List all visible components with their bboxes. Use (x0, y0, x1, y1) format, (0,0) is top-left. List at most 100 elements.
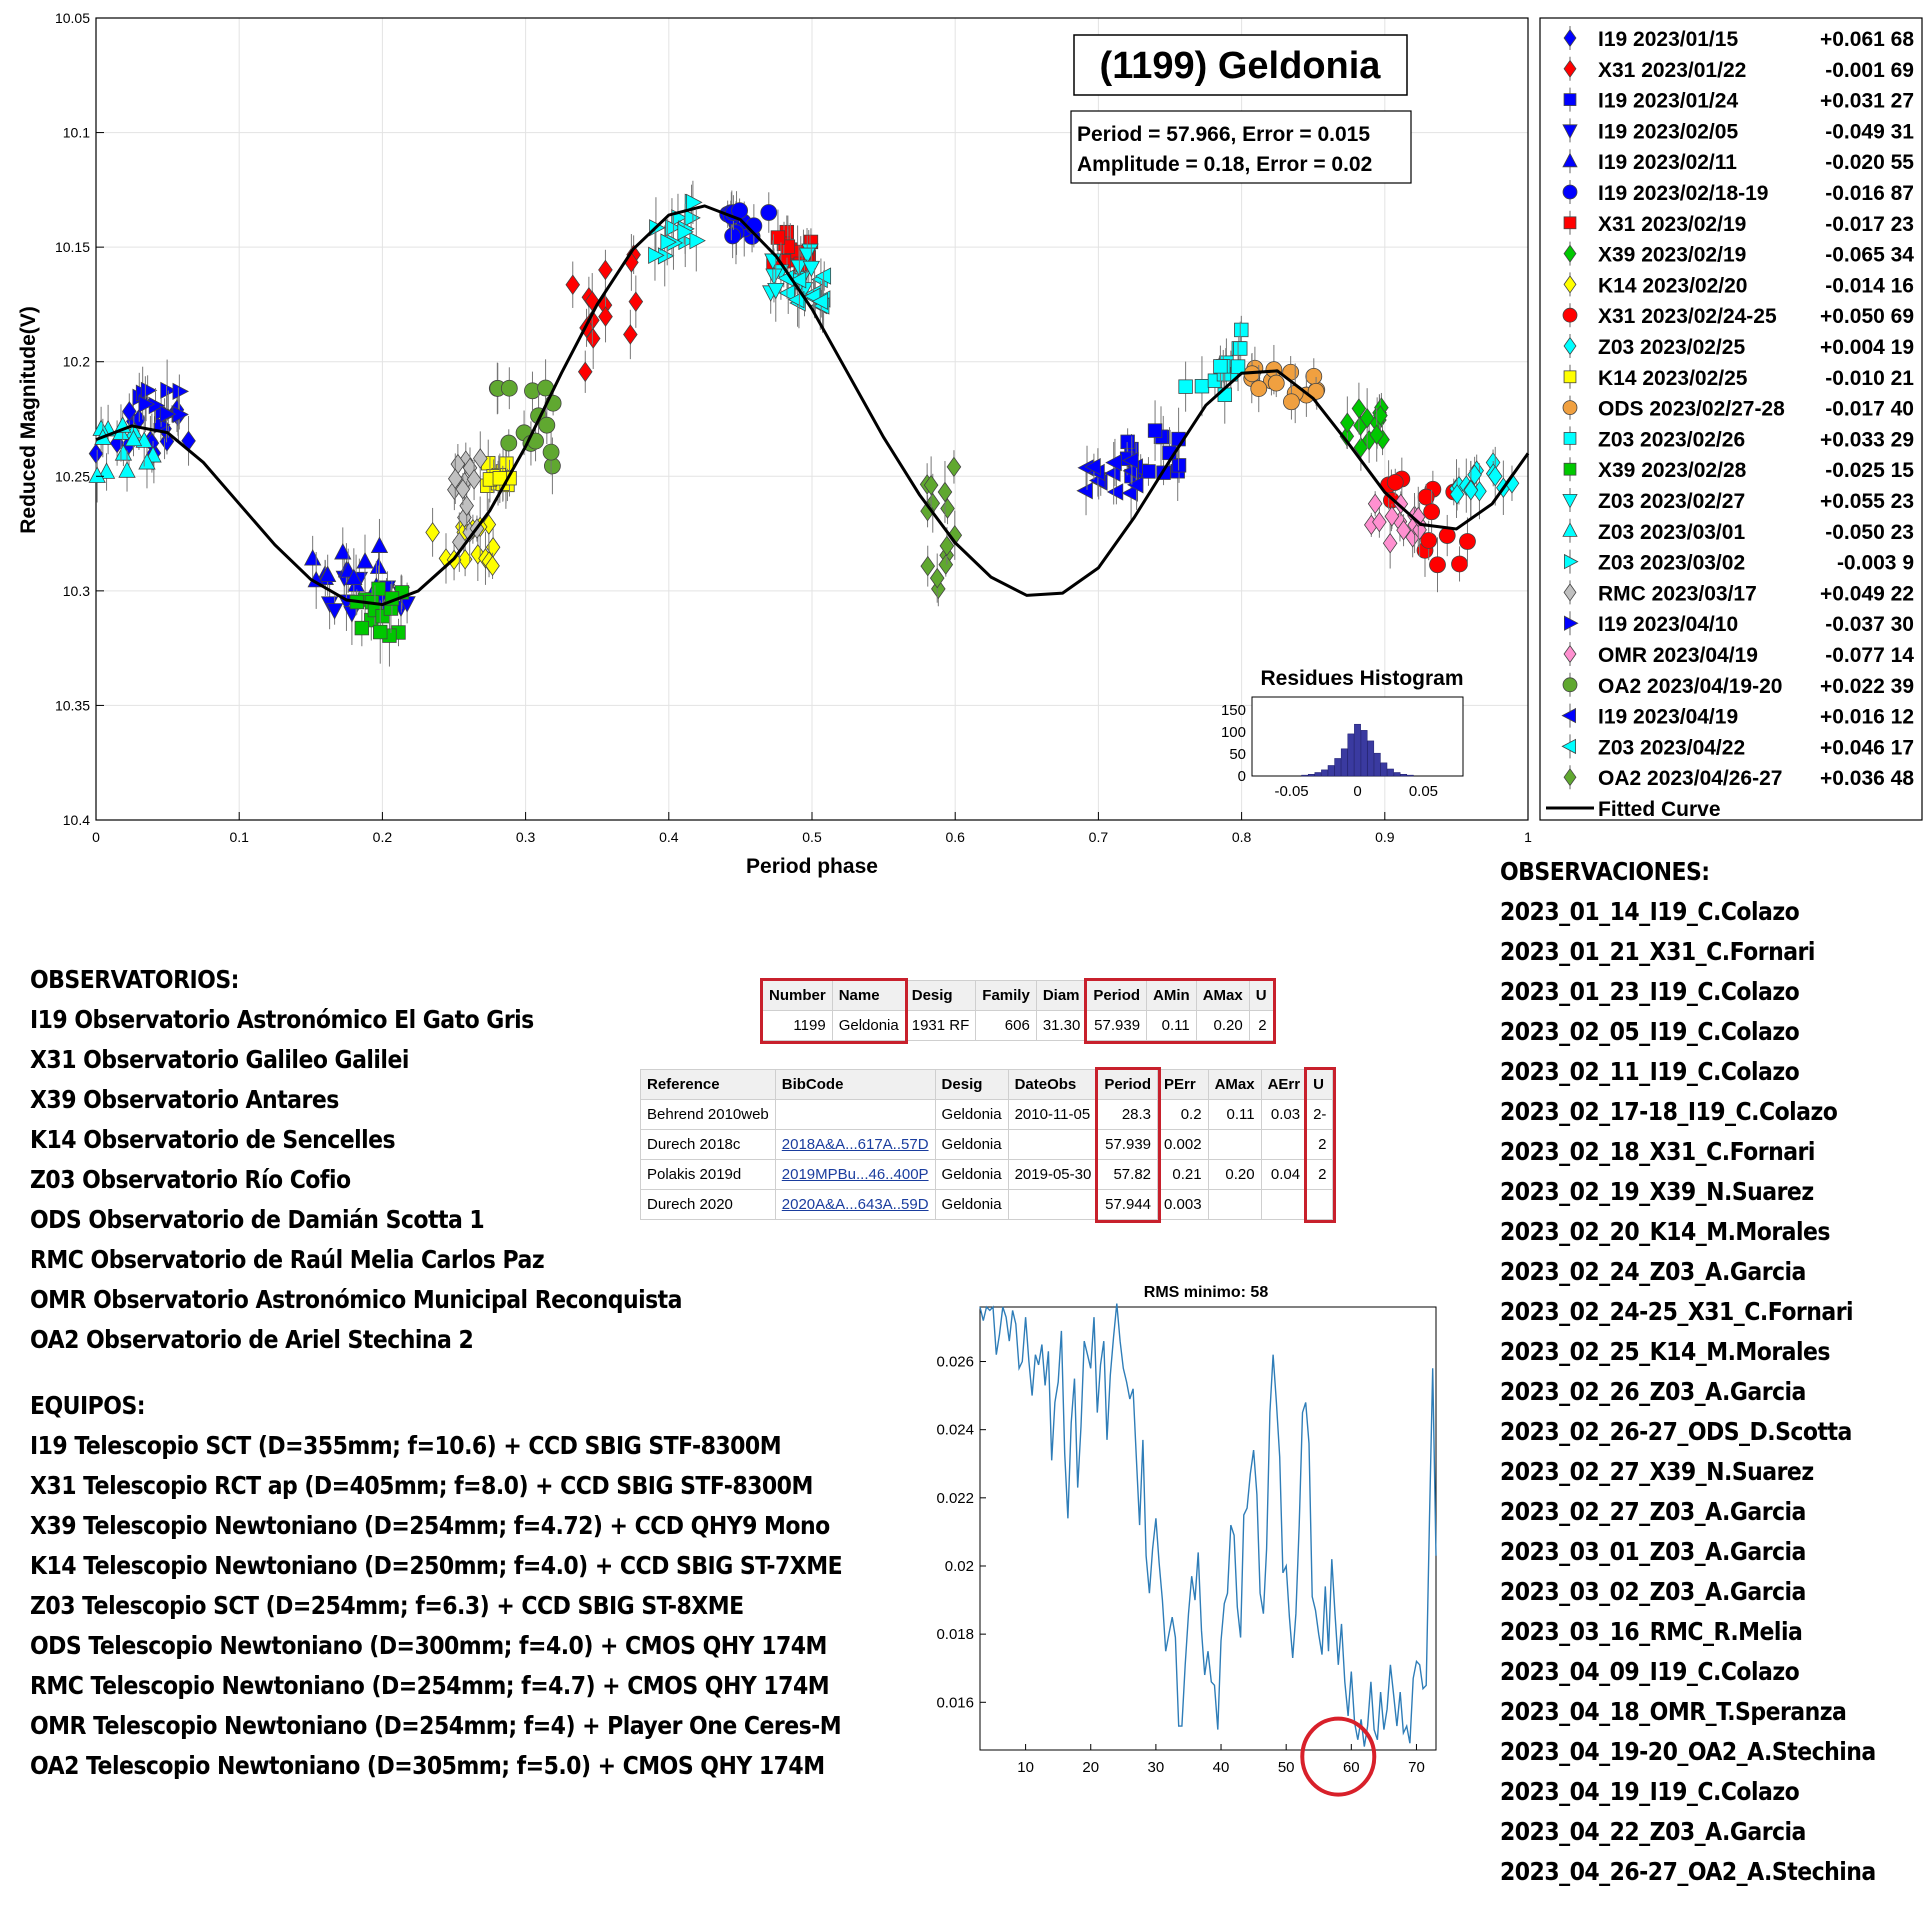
data-point (686, 193, 703, 212)
bibcode-link[interactable]: 2020A&A...643A..59D (781, 1196, 929, 1213)
data-point (628, 291, 644, 312)
references-cell: 0.20 (1207, 1159, 1262, 1190)
fitted-curve-line (95, 204, 1530, 607)
legend-marker (1563, 370, 1577, 384)
references-cell (774, 1099, 936, 1130)
legend-offset: -0.049 31 (1825, 120, 1914, 143)
references-cell[interactable]: 2018A&A...617A..57D (774, 1129, 936, 1160)
legend-label: OMR 2023/04/19 (1598, 644, 1758, 667)
data-point (1213, 359, 1228, 374)
legend-label: X31 2023/02/24-25 (1598, 305, 1777, 328)
legend: I19 2023/01/15 +0.061 68 X31 2023/01/22 -0.… (1546, 26, 1914, 821)
rms-x-tick-label: 60 (1343, 1759, 1360, 1776)
data-point (466, 469, 482, 490)
references-header-cell: Desig (934, 1069, 1009, 1100)
legend-label: I19 2023/04/19 (1598, 706, 1738, 729)
summary-header-cell: Desig (904, 980, 977, 1011)
legend-marker (1563, 644, 1577, 664)
legend-offset: +0.049 22 (1820, 582, 1914, 605)
observatorio-item: I19 Observatorio Astronómico El Gato Gri… (30, 1005, 534, 1034)
data-point (1233, 341, 1248, 356)
summary-header-cell: AMax (1195, 980, 1250, 1011)
data-point (1386, 473, 1404, 491)
rms-chart-frame (979, 1306, 1437, 1751)
data-point (325, 603, 344, 620)
observatorio-item: K14 Observatorio de Sencelles (30, 1125, 396, 1154)
rms-y-tick-label: 0.024 (936, 1422, 974, 1439)
equipos-list: I19 Telescopio SCT (D=355mm; f=10.6) + C… (30, 1426, 843, 1786)
rms-chart-title: RMS minimo: 58 (1144, 1284, 1269, 1301)
observatorio-item: OMR Observatorio Astronómico Municipal R… (30, 1285, 682, 1314)
observacion-item: 2023_02_19_X39_N.Suarez (1500, 1177, 1814, 1206)
bibcode-link[interactable]: 2019MPBu...46..400P (781, 1166, 929, 1183)
legend-label: X31 2023/02/19 (1598, 213, 1746, 236)
data-point (811, 292, 829, 311)
data-point (1382, 532, 1398, 554)
histogram-bar (1347, 733, 1355, 777)
legend-offset: +0.055 23 (1820, 490, 1914, 513)
data-point (1120, 434, 1135, 450)
highlight-box (1083, 977, 1277, 1044)
references-cell: Geldonia (934, 1159, 1009, 1190)
data-point (1267, 374, 1285, 392)
histogram-bar (1314, 772, 1322, 777)
references-cell[interactable]: 2020A&A...643A..59D (774, 1189, 936, 1220)
observacion-item: 2023_01_21_X31_C.Fornari (1500, 937, 1815, 966)
x-tick-label: 0.3 (516, 829, 536, 845)
x-tick-label: 0.2 (373, 829, 393, 845)
rms-x-tick-label: 70 (1408, 1759, 1425, 1776)
legend-offset: -0.050 23 (1825, 521, 1914, 544)
observacion-item: 2023_02_25_K14_M.Morales (1500, 1337, 1831, 1366)
rms-y-tick-label: 0.016 (936, 1694, 974, 1711)
data-point (140, 381, 158, 400)
data-point (1307, 382, 1325, 400)
histogram-bar (1393, 772, 1401, 777)
legend-item: I19 2023/02/05 -0.049 31 (1562, 118, 1914, 143)
data-point (770, 230, 786, 245)
histogram-bar (1360, 730, 1368, 777)
data-point (1451, 555, 1468, 573)
series-x31-2023-01-22 (565, 234, 644, 393)
legend-item: Z03 2023/04/22 +0.046 17 (1561, 734, 1914, 759)
y-tick-label: 10.1 (63, 125, 90, 141)
period-info-line: Period = 57.966, Error = 0.015 (1077, 123, 1370, 146)
observacion-item: 2023_04_19_I19_C.Colazo (1500, 1777, 1800, 1806)
observacion-item: 2023_03_02_Z03_A.Garcia (1500, 1577, 1806, 1606)
references-cell: 0.11 (1207, 1099, 1262, 1130)
references-cell: 57.82 (1097, 1159, 1159, 1190)
summary-header-cell: Period (1086, 980, 1148, 1011)
observacion-item: 2023_02_24_Z03_A.Garcia (1500, 1257, 1806, 1286)
legend-item: OMR 2023/04/19 -0.077 14 (1563, 642, 1914, 667)
y-tick-label: 10.25 (55, 468, 90, 484)
histogram-bars: -0.05 0 0.05 0 50 100 150 (1221, 702, 1438, 800)
data-point (1459, 533, 1476, 550)
series-x39-2023-02-28 (349, 565, 410, 667)
y-tick-label: 10.15 (55, 239, 90, 255)
data-point (939, 535, 955, 557)
legend-item: X39 2023/02/28 -0.025 15 (1563, 457, 1914, 482)
axis-ticks: 0 0.1 0.2 0.3 0.4 0.5 0.6 0.7 0.8 0.9 1 10.05 10.1 10… (55, 10, 1532, 845)
bibcode-link[interactable]: 2018A&A...617A..57D (781, 1136, 929, 1153)
x-tick-label: 0.4 (659, 829, 679, 845)
data-point (371, 581, 386, 597)
data-point (789, 271, 807, 289)
data-point (138, 395, 156, 413)
data-point (937, 481, 953, 503)
references-cell: 0.21 (1157, 1159, 1209, 1190)
references-cell[interactable]: 2019MPBu...46..400P (774, 1159, 936, 1190)
rms-y-tick-label: 0.018 (936, 1626, 974, 1643)
title-box (1073, 34, 1408, 96)
data-point (598, 306, 613, 327)
data-point (538, 416, 556, 434)
legend-offset: -0.017 40 (1825, 398, 1914, 421)
data-point (689, 232, 706, 250)
data-point (1396, 519, 1411, 541)
observacion-item: 2023_01_14_I19_C.Colazo (1500, 897, 1800, 926)
data-point (124, 429, 143, 447)
references-row: Polakis 2019d 2019MPBu...46..400P Geldonia… (640, 1159, 1334, 1190)
data-point (648, 246, 665, 264)
legend-item: K14 2023/02/25 -0.010 21 (1563, 364, 1914, 390)
data-point (1194, 378, 1210, 394)
legend-offset: -0.003 9 (1837, 552, 1914, 575)
data-point (485, 555, 500, 577)
